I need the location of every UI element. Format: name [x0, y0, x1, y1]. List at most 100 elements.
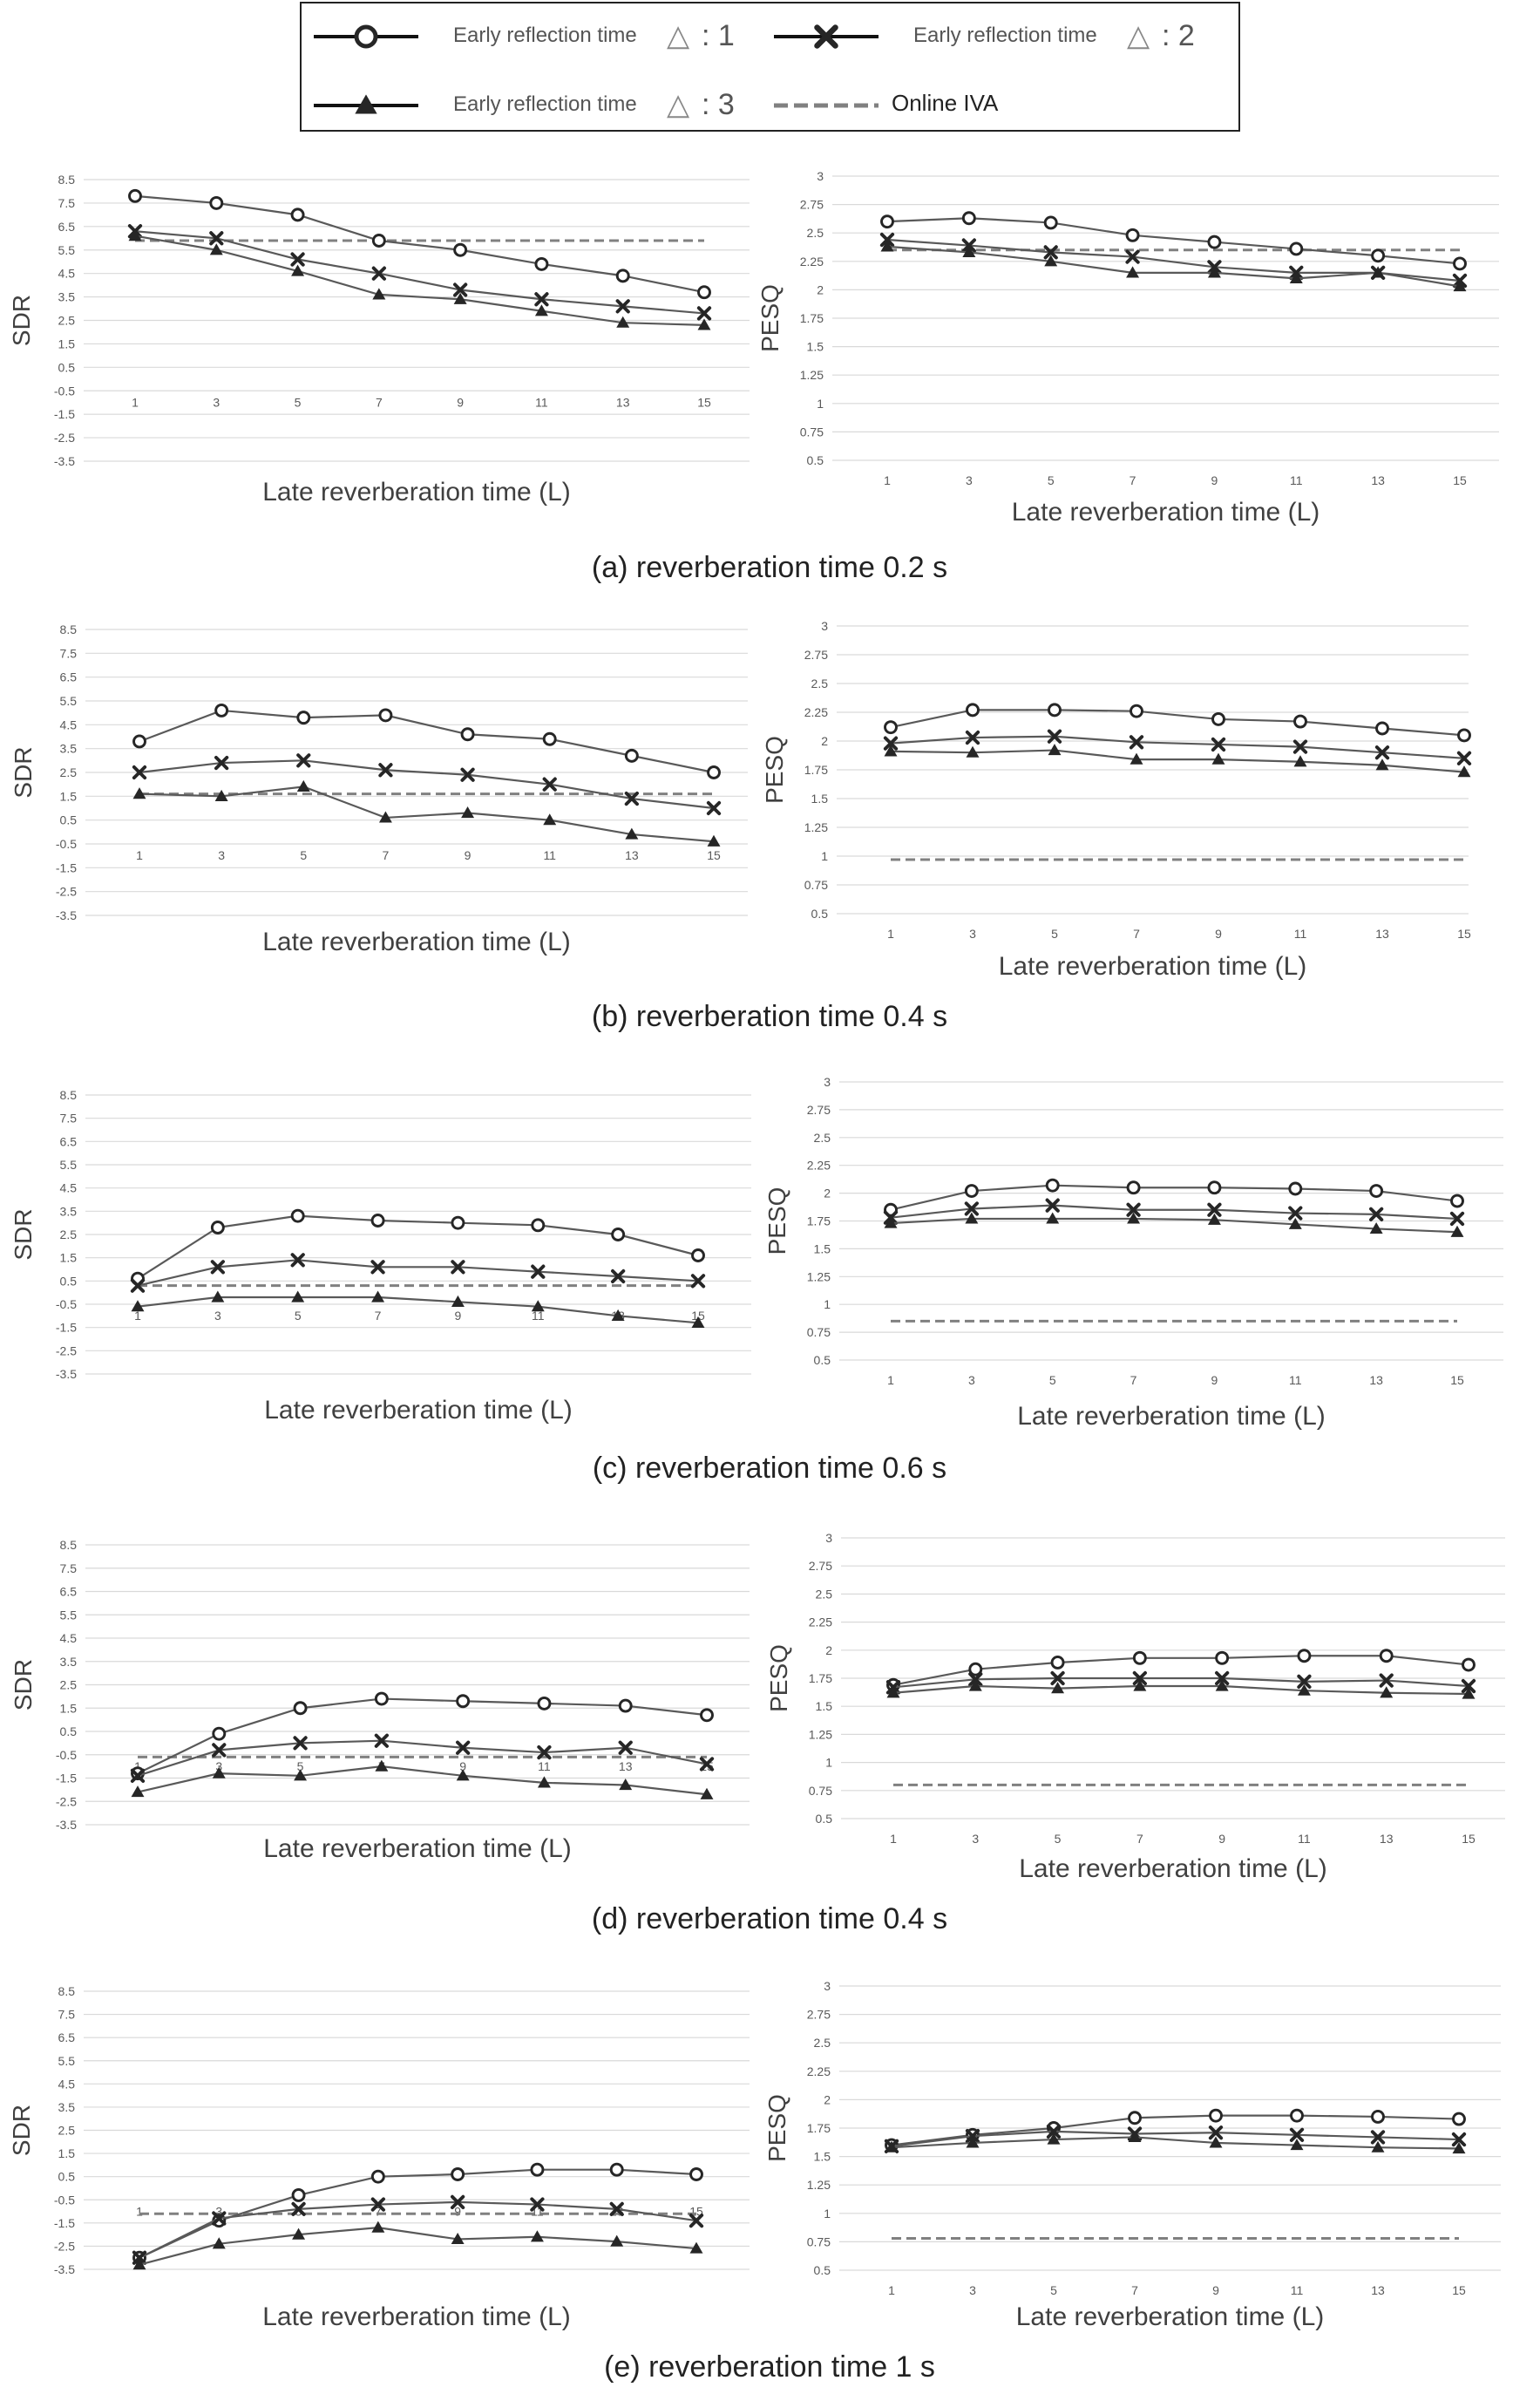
- data-point: [1371, 266, 1385, 278]
- y-tick-label: 2.25: [809, 1615, 832, 1629]
- data-point: [1375, 758, 1389, 771]
- y-tick-label: 8.5: [58, 173, 76, 187]
- x-tick-label: 9: [455, 1309, 462, 1323]
- x-tick-label: 5: [1049, 1373, 1056, 1387]
- data-point: [132, 787, 146, 799]
- x-tick-label: 7: [376, 395, 383, 409]
- y-tick-label: 0.5: [807, 453, 824, 467]
- data-point: [615, 299, 630, 314]
- y-tick-label: 7.5: [58, 2008, 76, 2022]
- y-tick-label: 1.5: [60, 789, 78, 803]
- data-point: [1451, 2132, 1467, 2147]
- x-tick-label: 15: [1453, 473, 1467, 487]
- data-point: [371, 1290, 385, 1302]
- series-line: [137, 1259, 699, 1287]
- data-point: [1130, 752, 1143, 765]
- data-point: [961, 211, 976, 226]
- panel-b: 8.5 7.5 6.5 5.5 4.5 3.5 2.5 1.5 0.5 -0.5 -1.5 -2.5 -…: [10, 619, 1472, 1033]
- data-point: [1207, 1213, 1221, 1225]
- y-tick-label: 3.5: [58, 290, 76, 304]
- data-point: [707, 765, 721, 779]
- x-tick-label: 11: [535, 395, 548, 409]
- data-point: [456, 1740, 471, 1755]
- data-point: [1297, 1674, 1312, 1689]
- y-tick-label: 6.5: [58, 2030, 76, 2044]
- data-point: [1126, 1202, 1141, 1217]
- data-point: [1125, 228, 1140, 242]
- data-point: [461, 806, 475, 819]
- x-tick-label: 13: [1380, 1832, 1394, 1846]
- x-tick-label: 11: [1290, 473, 1303, 487]
- data-point: [884, 720, 898, 735]
- data-point: [1370, 2130, 1386, 2145]
- y-axis-label: PESQ: [761, 736, 788, 804]
- data-point: [534, 292, 549, 307]
- data-point: [291, 2201, 306, 2217]
- x-tick-label: 9: [459, 1759, 466, 1773]
- data-point: [1132, 1670, 1147, 1686]
- data-point: [209, 231, 224, 246]
- y-tick-label: 2.5: [807, 226, 824, 240]
- y-tick-label: 7.5: [60, 1112, 78, 1126]
- y-axis-label: SDR: [8, 2105, 35, 2156]
- y-tick-label: 3: [824, 1075, 831, 1089]
- y-tick-label: -2.5: [54, 2239, 75, 2253]
- data-point: [543, 813, 557, 826]
- data-point: [1132, 1650, 1147, 1665]
- y-tick-label: -3.5: [56, 1367, 77, 1381]
- y-tick-label: 1: [817, 397, 824, 411]
- y-tick-label: 2.5: [58, 2124, 76, 2138]
- panel-caption: (c) reverberation time 0.6 s: [593, 1452, 946, 1485]
- data-point: [542, 777, 557, 792]
- data-point: [1051, 1682, 1065, 1694]
- x-tick-label: 11: [1289, 1373, 1302, 1387]
- data-point: [290, 1208, 305, 1223]
- data-point: [968, 1662, 983, 1676]
- x-tick-label: 5: [295, 1309, 302, 1323]
- data-point: [1047, 2132, 1061, 2145]
- x-tick-label: 3: [966, 473, 973, 487]
- panel-c: 8.5 7.5 6.5 5.5 4.5 3.5 2.5 1.5 0.5 -0.5 -1.5 -2.5 -…: [10, 1075, 1503, 1485]
- data-point: [542, 731, 557, 746]
- data-point: [619, 1778, 633, 1791]
- x-tick-label: 5: [1048, 473, 1055, 487]
- data-point: [1293, 755, 1307, 767]
- x-tick-label: 9: [465, 848, 471, 862]
- x-tick-label: 1: [136, 848, 143, 862]
- y-tick-label: 4.5: [60, 1631, 78, 1645]
- data-point: [697, 285, 711, 300]
- series-line: [892, 1655, 1469, 1686]
- y-axis-label: PESQ: [765, 1644, 792, 1712]
- panel-caption: (e) reverberation time 1 s: [604, 2350, 935, 2384]
- data-point: [537, 1696, 552, 1710]
- y-tick-label: 8.5: [60, 1538, 78, 1552]
- data-point: [700, 1787, 714, 1799]
- data-point: [880, 214, 894, 229]
- data-point: [1128, 2130, 1142, 2143]
- data-point: [293, 1736, 308, 1751]
- y-axis-label: SDR: [10, 1208, 37, 1260]
- data-point: [1289, 2127, 1305, 2142]
- data-point: [689, 2167, 703, 2181]
- data-point: [961, 238, 976, 253]
- y-tick-label: 7.5: [58, 196, 76, 210]
- data-point: [962, 245, 976, 257]
- x-tick-label: 3: [214, 1309, 221, 1323]
- data-point: [690, 1274, 706, 1289]
- data-point: [615, 269, 630, 283]
- y-tick-label: 1.5: [814, 1241, 831, 1255]
- data-point: [965, 1212, 979, 1224]
- data-point: [966, 745, 980, 758]
- series-line: [137, 1296, 699, 1324]
- legend-value: : 1: [702, 19, 735, 52]
- data-point: [378, 811, 392, 823]
- data-point: [1290, 2108, 1304, 2123]
- y-tick-label: 2: [817, 282, 824, 296]
- y-tick-label: 2.25: [804, 705, 828, 719]
- y-tick-label: 2: [821, 734, 828, 748]
- y-axis-label: PESQ: [763, 2094, 790, 2162]
- data-point: [451, 1215, 465, 1230]
